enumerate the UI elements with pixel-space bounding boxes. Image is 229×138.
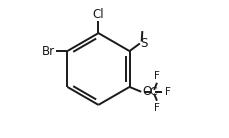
- Text: O: O: [141, 85, 150, 98]
- Text: C: C: [148, 87, 156, 97]
- Text: F: F: [164, 87, 170, 97]
- Text: Br: Br: [42, 45, 55, 58]
- Text: Cl: Cl: [92, 8, 104, 21]
- Text: S: S: [140, 37, 147, 50]
- Text: F: F: [154, 103, 160, 113]
- Text: F: F: [154, 71, 160, 81]
